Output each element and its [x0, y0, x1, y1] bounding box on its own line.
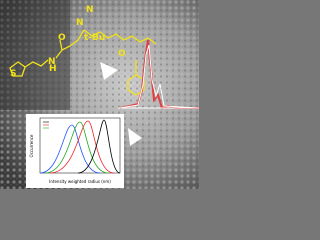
atom-label: N: [86, 5, 94, 15]
dark-region: [0, 0, 70, 110]
atom-label: N: [48, 57, 56, 67]
trace-white: [119, 44, 199, 109]
chemical-structure: [9, 29, 157, 96]
atom-label: H: [49, 64, 57, 74]
arrow: [100, 62, 118, 80]
graphic: S O N H N N O t-Bu Intensity weighted ra…: [0, 0, 199, 189]
atom-label: O: [118, 49, 126, 59]
substituent-label: t-Bu: [84, 33, 105, 43]
arrow: [128, 128, 142, 146]
inset-panel: [26, 114, 124, 188]
atom-label: S: [10, 69, 16, 79]
curve-green: [44, 121, 109, 174]
curve-red: [49, 120, 115, 174]
inset-chart: Intensity weighted radius (nm) Occurrenc…: [26, 114, 124, 188]
atom-label: O: [58, 33, 66, 43]
y-axis-label: Occurrence: [29, 134, 34, 157]
curve-blue: [39, 124, 101, 174]
curve-black: [77, 119, 121, 174]
atom-label: N: [76, 18, 84, 28]
x-axis-label: Intensity weighted radius (nm): [49, 179, 111, 184]
